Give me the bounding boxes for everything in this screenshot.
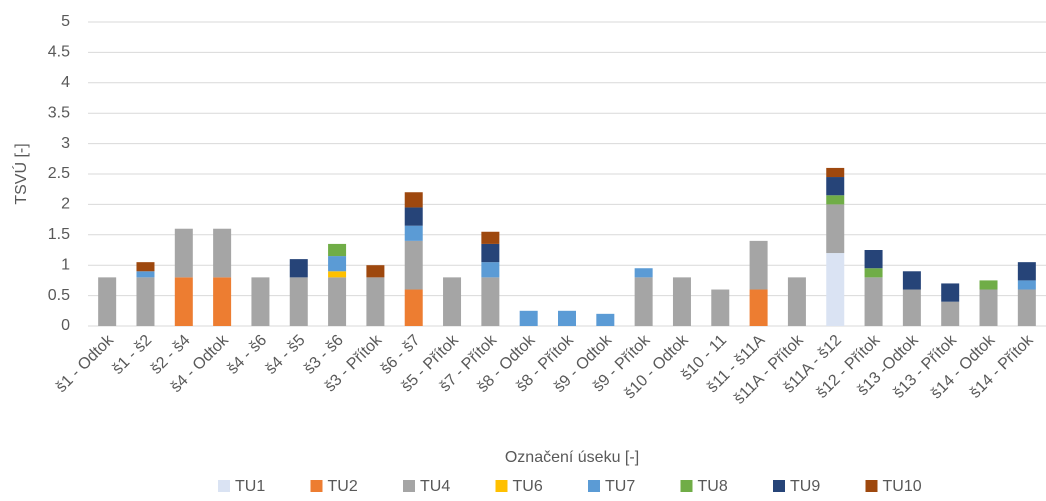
x-tick-label: š4 - š5: [263, 332, 309, 378]
bar-segment: [826, 253, 845, 326]
bar-segment: [481, 262, 500, 278]
bar-segment: [864, 268, 883, 278]
bar-segment: [711, 289, 730, 326]
bar-segment: [749, 289, 768, 326]
legend-label: TU6: [513, 478, 543, 495]
legend-label: TU7: [605, 478, 635, 495]
bar-segment: [404, 225, 423, 241]
bar-segment: [864, 277, 883, 326]
bar-segment: [787, 277, 806, 326]
bar-segment: [826, 167, 845, 178]
x-tick-label: š4 - š6: [224, 332, 270, 378]
bar-segment: [634, 268, 653, 278]
legend-label: TU4: [420, 478, 450, 495]
bar-segment: [328, 256, 347, 272]
bar-segment: [98, 277, 117, 326]
y-tick-label: 5: [61, 13, 70, 30]
y-tick-label: 4.5: [48, 44, 70, 61]
bar-segment: [213, 228, 232, 278]
legend-swatch: [403, 480, 415, 492]
y-tick-label: 4: [61, 74, 70, 91]
bar-segment: [289, 277, 308, 326]
legend-label: TU9: [790, 478, 820, 495]
y-tick-label: 2.5: [48, 165, 70, 182]
y-tick-label: 3.5: [48, 104, 70, 121]
legend-label: TU2: [328, 478, 358, 495]
bar-segment: [864, 250, 883, 269]
bar-segment: [289, 259, 308, 278]
legend-swatch: [218, 480, 230, 492]
bar-segment: [634, 277, 653, 326]
bar-segment: [558, 310, 576, 326]
bar-segment: [672, 277, 691, 326]
bar-segment: [596, 313, 615, 326]
bar-segment: [174, 228, 193, 278]
legend-label: TU10: [883, 478, 922, 495]
bar-segment: [136, 277, 155, 326]
bar-segment: [251, 277, 270, 326]
bar-segment: [366, 265, 385, 278]
x-tick-label: š1 - Odtok: [53, 331, 118, 396]
bar-segment: [826, 177, 845, 196]
bar-segment: [443, 277, 462, 326]
bar-segment: [328, 243, 347, 257]
bar-segment: [404, 240, 423, 290]
bar-segment: [404, 192, 423, 208]
bar-segment: [404, 289, 423, 326]
x-tick-label: š1 - š2: [109, 332, 155, 378]
bar-segment: [1017, 262, 1036, 281]
legend-swatch: [310, 480, 323, 492]
bar-segment: [826, 195, 845, 205]
bar-segment: [328, 271, 347, 278]
x-axis-label: Označení úseku [-]: [505, 449, 639, 466]
legend-swatch: [588, 480, 600, 492]
bar-segment: [1017, 289, 1036, 326]
bar-segment: [136, 262, 155, 272]
bar-segment: [1017, 280, 1036, 290]
legend-label: TU8: [698, 478, 728, 495]
bar-segment: [213, 277, 232, 326]
bar-segment: [328, 277, 347, 326]
bar-segment: [749, 240, 768, 290]
legend-swatch: [680, 480, 693, 492]
bar-segment: [481, 243, 500, 263]
y-tick-label: 0: [61, 317, 70, 334]
y-axis-label: TSVÚ [-]: [11, 143, 30, 204]
bar-segment: [902, 289, 921, 326]
bar-segment: [136, 271, 155, 278]
bar-segment: [481, 277, 500, 326]
bar-segment: [979, 289, 998, 326]
bar-segment: [902, 271, 921, 290]
legend-swatch: [865, 480, 878, 492]
bar-segment: [519, 310, 538, 326]
bar-segment: [826, 204, 845, 254]
legend-swatch: [495, 480, 508, 492]
bar-segment: [174, 277, 193, 326]
y-tick-label: 0.5: [48, 287, 70, 304]
y-tick-label: 2: [61, 196, 70, 213]
bar-segment: [366, 277, 385, 326]
bar-segment: [979, 280, 998, 290]
legend-label: TU1: [235, 478, 265, 495]
bar-segment: [941, 283, 960, 302]
bar-segment: [481, 231, 500, 244]
y-tick-label: 3: [61, 135, 70, 152]
bar-segment: [941, 301, 960, 326]
y-tick-label: 1.5: [48, 226, 70, 243]
legend-swatch: [773, 480, 785, 492]
y-tick-label: 1: [61, 256, 70, 273]
bar-segment: [404, 207, 423, 226]
